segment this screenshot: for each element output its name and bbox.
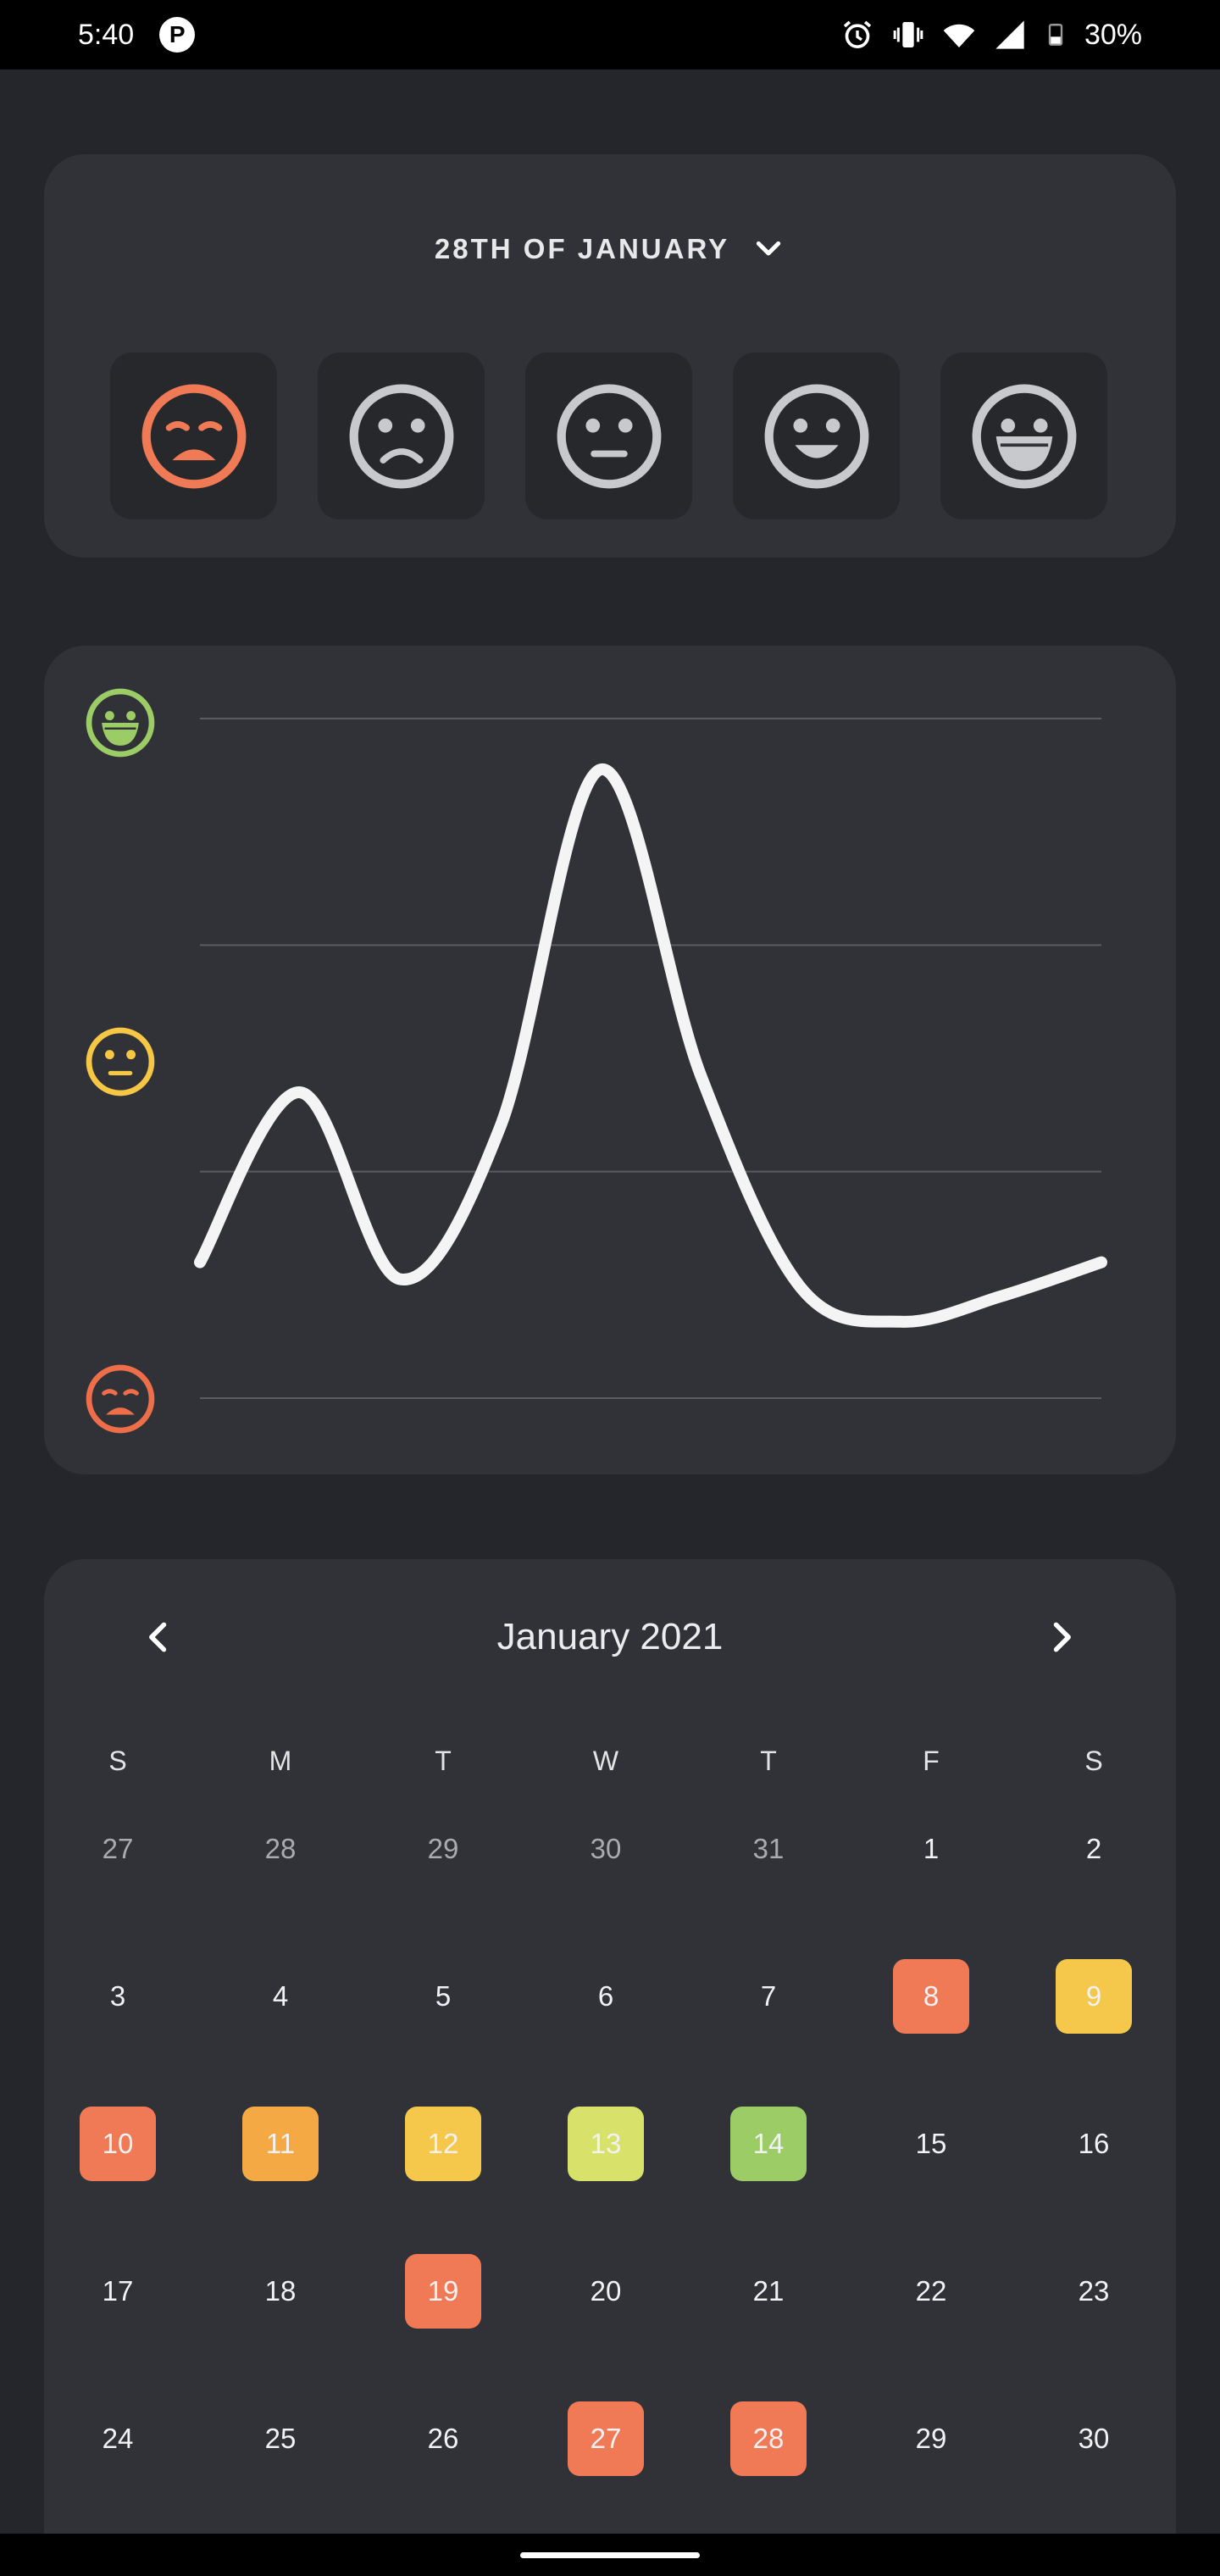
calendar-day[interactable]: 21 (752, 2275, 785, 2307)
battery-icon (1048, 23, 1063, 46)
calendar-day-logged[interactable]: 10 (80, 2107, 156, 2181)
weekday-label: T (760, 1746, 777, 1776)
status-bar: 5:40 P 30% (0, 0, 1220, 69)
battery-percent: 30% (1084, 18, 1142, 51)
y-axis-meh-icon (86, 1027, 155, 1096)
mood-button-awful[interactable] (110, 353, 277, 519)
calendar-day[interactable]: 20 (590, 2275, 622, 2307)
calendar-day[interactable]: 27 (102, 1833, 134, 1864)
calendar-day[interactable]: 16 (1078, 2128, 1110, 2159)
calendar-day[interactable]: 3 (109, 1980, 126, 2012)
calendar-day[interactable]: 30 (590, 1833, 622, 1864)
mood-button-meh[interactable] (525, 353, 692, 519)
calendar-day[interactable]: 25 (264, 2423, 297, 2454)
chart-gridlines (200, 718, 1101, 1399)
calendar-day-logged[interactable]: 27 (568, 2401, 644, 2476)
weekday-label: S (108, 1746, 127, 1776)
smile-face-icon (764, 384, 868, 488)
calendar-day[interactable]: 26 (427, 2423, 459, 2454)
date-selector[interactable]: 28TH OF JANUARY (44, 232, 1176, 266)
calendar-day[interactable]: 29 (915, 2423, 947, 2454)
weekday-label: M (269, 1746, 292, 1776)
calendar-day[interactable]: 2 (1085, 1833, 1102, 1864)
calendar-day-logged[interactable]: 13 (568, 2107, 644, 2181)
previous-month-button[interactable] (127, 1605, 191, 1669)
weekday-label: S (1084, 1746, 1103, 1776)
wifi-icon (943, 24, 975, 47)
calendar-day[interactable]: 22 (915, 2275, 947, 2307)
calendar-day[interactable]: 28 (264, 1833, 297, 1864)
chevron-down-icon (756, 241, 781, 256)
calendar-day[interactable]: 5 (435, 1980, 452, 2012)
date-label: 28TH OF JANUARY (434, 233, 730, 264)
home-gesture-handle[interactable] (520, 2552, 700, 2558)
awful-face-icon (141, 384, 246, 488)
status-time: 5:40 (78, 18, 135, 51)
mood-chart-card (44, 646, 1176, 1474)
calendar-day[interactable]: 24 (102, 2423, 134, 2454)
mood-options (110, 353, 1107, 519)
cell-signal-icon (995, 20, 1024, 49)
y-axis-awful-icon (86, 1364, 155, 1434)
calendar-day[interactable]: 17 (102, 2275, 134, 2307)
mood-picker-card: 28TH OF JANUARY (44, 154, 1176, 558)
vibrate-icon (893, 22, 923, 47)
calendar-day[interactable]: 23 (1078, 2275, 1110, 2307)
mood-series-line (194, 763, 1107, 1328)
next-month-button[interactable] (1029, 1605, 1093, 1669)
calendar-day[interactable]: 6 (597, 1980, 614, 2012)
laugh-face-icon (972, 384, 1076, 488)
calendar-day-logged[interactable]: 14 (730, 2107, 807, 2181)
calendar-day-logged[interactable]: 11 (242, 2107, 319, 2181)
mood-button-bad[interactable] (318, 353, 485, 519)
calendar-day-logged[interactable]: 28 (730, 2401, 807, 2476)
system-navigation-bar (0, 2534, 1220, 2576)
calendar-day[interactable]: 18 (264, 2275, 297, 2307)
alarm-icon (843, 20, 872, 49)
calendar-day-logged[interactable]: 12 (405, 2107, 481, 2181)
calendar-day[interactable]: 4 (272, 1980, 289, 2012)
neutral-face-icon (557, 384, 661, 488)
mood-line-chart (86, 688, 1107, 1434)
app-notification-icon: P (159, 17, 196, 53)
calendar-day[interactable]: 30 (1078, 2423, 1110, 2454)
calendar-day-logged[interactable]: 9 (1056, 1959, 1132, 2034)
mood-button-good[interactable] (733, 353, 900, 519)
chevron-left-icon (149, 1622, 167, 1652)
calendar-day[interactable]: 1 (923, 1833, 940, 1864)
mood-button-great[interactable] (940, 353, 1107, 519)
calendar-day[interactable]: 31 (752, 1833, 785, 1864)
weekday-label: F (923, 1746, 940, 1776)
calendar-month-title: January 2021 (496, 1616, 724, 1657)
calendar-day-logged[interactable]: 19 (405, 2254, 481, 2329)
calendar-day[interactable]: 15 (915, 2128, 947, 2159)
weekday-label: T (435, 1746, 452, 1776)
calendar-day[interactable]: 7 (760, 1980, 777, 2012)
weekday-label: W (592, 1746, 619, 1776)
chevron-right-icon (1053, 1622, 1071, 1652)
y-axis-great-icon (86, 688, 155, 758)
calendar-day-logged[interactable]: 8 (893, 1959, 969, 2034)
calendar-day[interactable]: 29 (427, 1833, 459, 1864)
sad-face-icon (349, 384, 453, 488)
